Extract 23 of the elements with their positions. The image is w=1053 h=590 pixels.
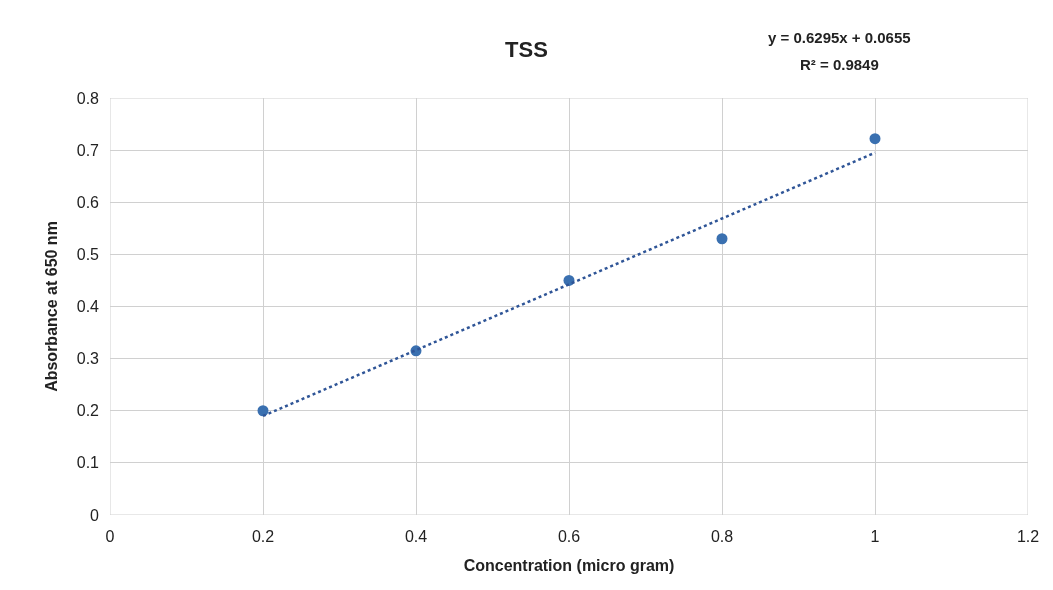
x-tick-label: 0.6 [557, 528, 581, 545]
chart-title: TSS [505, 36, 548, 62]
x-tick-label: 0.8 [710, 528, 734, 545]
x-tick-label: 0 [105, 528, 115, 545]
y-tick-label: 0.8 [76, 89, 100, 107]
text: y = 0.6295x + 0.0655 [768, 29, 911, 46]
y-tick-label: 0.6 [76, 193, 100, 211]
y-axis-title: Absorbance at 650 nm [42, 221, 60, 392]
point [716, 233, 728, 245]
x-axis-title: Concentration (micro gram) [463, 556, 675, 574]
y-tick-label: 0.5 [76, 245, 100, 263]
x-tick-label: 0.2 [251, 528, 275, 545]
text: R² = 0.9849 [800, 56, 879, 73]
y-tick-label: 0.2 [76, 402, 100, 420]
y-tick-label: 0.4 [76, 298, 100, 316]
y-tick-label: 0 [90, 506, 100, 524]
x-tick-label: 1.2 [1016, 528, 1040, 545]
x-tick-label: 0.4 [404, 528, 428, 545]
y-tick-label: 0.3 [76, 350, 100, 368]
y-tick-label: 0.1 [76, 454, 100, 472]
x-tick-label: 1 [870, 528, 880, 545]
y-tick-label: 0.7 [76, 141, 100, 159]
point [869, 133, 881, 145]
